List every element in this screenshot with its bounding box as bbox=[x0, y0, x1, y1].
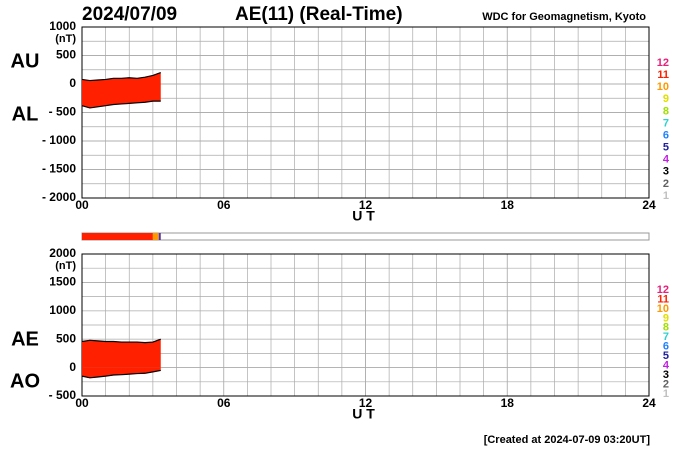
station-label: 1 bbox=[663, 388, 669, 400]
x-tick-label: 12 bbox=[359, 396, 373, 410]
x-tick-label: 24 bbox=[642, 198, 656, 212]
x-tick-label: 06 bbox=[217, 396, 231, 410]
plot-frame bbox=[81, 253, 650, 397]
y-tick-label: 0 bbox=[69, 76, 76, 90]
station-label: 9 bbox=[663, 93, 669, 105]
coverage-segment bbox=[152, 233, 159, 240]
station-label: 9 bbox=[663, 312, 669, 324]
unit-label: (nT) bbox=[55, 33, 76, 45]
station-label: 12 bbox=[657, 57, 669, 69]
series-line bbox=[81, 369, 161, 379]
y-tick-label: - 1000 bbox=[42, 133, 76, 147]
station-label: 12 bbox=[657, 284, 669, 296]
y-tick-label: 1000 bbox=[49, 303, 76, 317]
x-tick-label: 00 bbox=[75, 198, 89, 212]
source: WDC for Geomagnetism, Kyoto bbox=[482, 11, 646, 23]
coverage-frame bbox=[81, 232, 650, 241]
coverage-segment bbox=[82, 233, 153, 240]
y-tick-label: 1000 bbox=[49, 19, 76, 33]
y-tick-label: - 2000 bbox=[42, 190, 76, 204]
station-label: 3 bbox=[663, 369, 669, 381]
station-label: 11 bbox=[657, 293, 669, 305]
y-tick-label: - 500 bbox=[49, 388, 77, 402]
station-label: 8 bbox=[663, 322, 669, 334]
station-label: 2 bbox=[663, 378, 669, 390]
station-label: 6 bbox=[663, 129, 669, 141]
x-tick-label: 18 bbox=[501, 198, 515, 212]
series-area bbox=[82, 367, 161, 378]
x-tick-label: 12 bbox=[359, 198, 373, 212]
station-label: 5 bbox=[663, 142, 669, 154]
station-label: 4 bbox=[663, 360, 670, 372]
date: 2024/07/09 bbox=[82, 4, 177, 25]
station-label: 11 bbox=[657, 69, 669, 81]
series-line bbox=[81, 338, 161, 344]
footer: [Created at 2024-07-09 03:20UT] bbox=[484, 434, 651, 446]
y-tick-label: - 1500 bbox=[42, 162, 76, 176]
coverage-segment bbox=[158, 233, 161, 240]
station-label: 6 bbox=[663, 341, 669, 353]
series-area bbox=[82, 339, 161, 368]
y-tick-label: 500 bbox=[56, 48, 76, 62]
series-line bbox=[81, 100, 161, 109]
y-tick-label: 2000 bbox=[49, 246, 76, 260]
station-label: 10 bbox=[657, 81, 669, 93]
station-label: 1 bbox=[663, 190, 669, 202]
station-label: 2 bbox=[663, 178, 669, 190]
chart-title: AE(11) (Real-Time) bbox=[235, 4, 403, 25]
series-label: AU bbox=[11, 50, 40, 72]
y-tick-label: 1500 bbox=[49, 275, 76, 289]
station-label: 10 bbox=[657, 303, 669, 315]
plot-frame bbox=[81, 26, 650, 199]
station-label: 5 bbox=[663, 350, 669, 362]
station-label: 8 bbox=[663, 105, 669, 117]
x-tick-label: 18 bbox=[501, 396, 515, 410]
y-tick-label: - 500 bbox=[49, 105, 77, 119]
x-axis-label: U T bbox=[352, 406, 375, 422]
unit-label: (nT) bbox=[55, 260, 76, 272]
station-label: 7 bbox=[663, 117, 669, 129]
x-tick-label: 06 bbox=[217, 198, 231, 212]
series-line bbox=[81, 72, 161, 82]
station-label: 3 bbox=[663, 166, 669, 178]
station-label: 4 bbox=[663, 154, 670, 166]
station-label: 7 bbox=[663, 331, 669, 343]
series-label: AE bbox=[11, 328, 39, 350]
x-tick-label: 24 bbox=[642, 396, 656, 410]
series-label: AO bbox=[10, 370, 40, 392]
series-label: AL bbox=[12, 103, 39, 125]
x-axis-label: U T bbox=[352, 208, 375, 224]
x-tick-label: 00 bbox=[75, 396, 89, 410]
y-tick-label: 500 bbox=[56, 331, 76, 345]
y-tick-label: 0 bbox=[69, 360, 76, 374]
